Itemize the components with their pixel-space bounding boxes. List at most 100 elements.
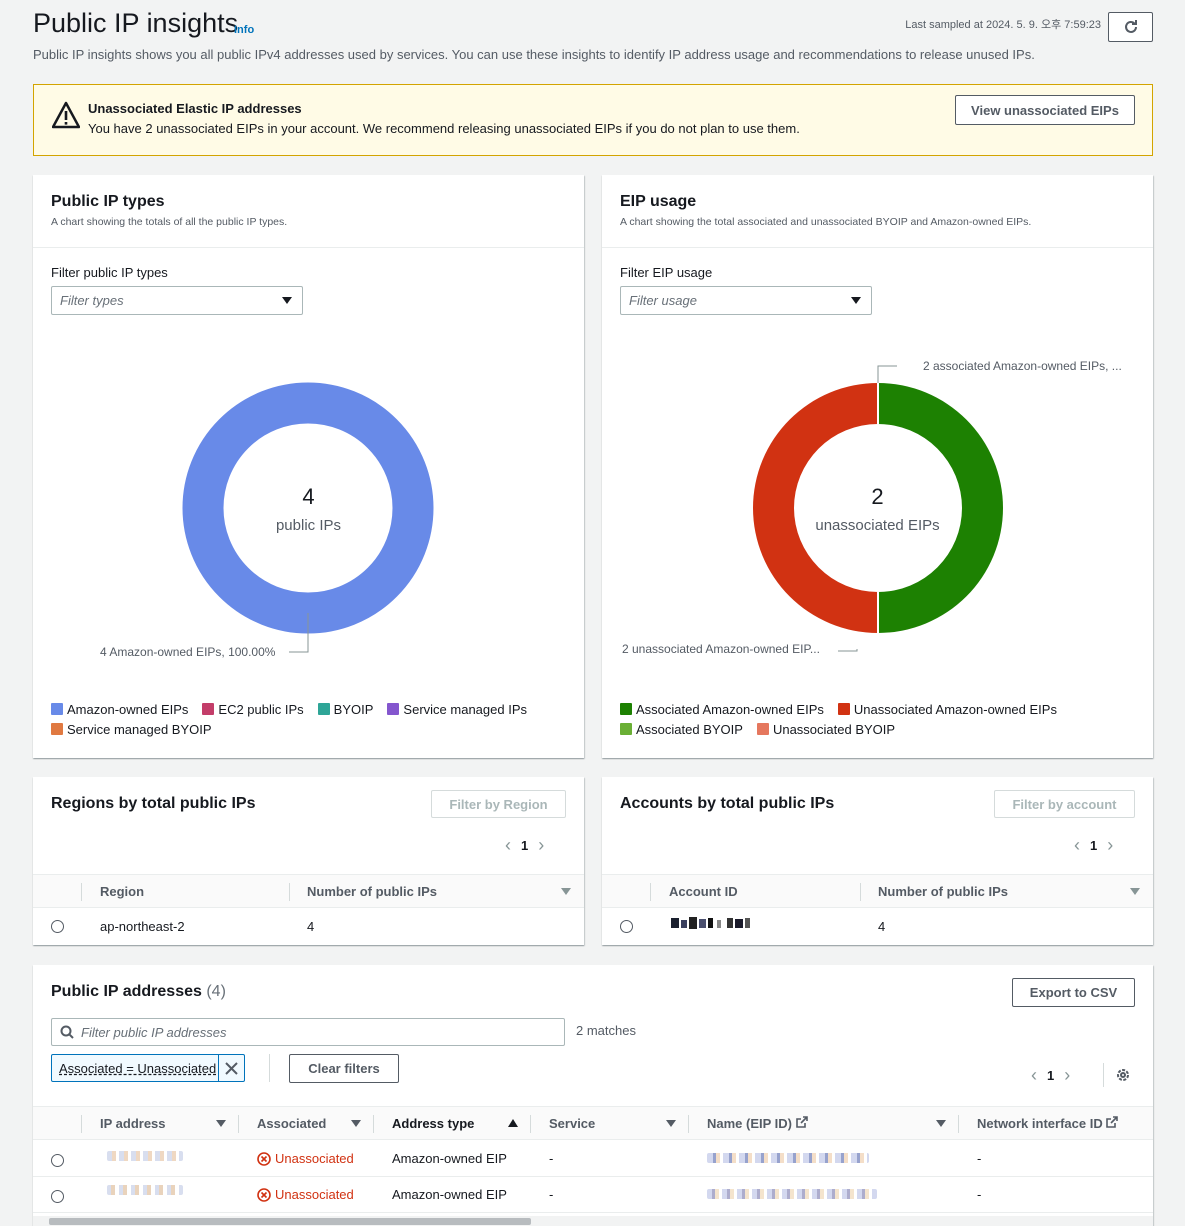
legend-swatch [387,703,400,715]
legend-item[interactable]: BYOIP [317,701,373,717]
sort-icon[interactable] [561,888,571,895]
column-header-name[interactable]: Name (EIP ID) [707,1116,808,1131]
page-number[interactable]: 1 [1047,1068,1055,1083]
column-header-account-id[interactable]: Account ID [669,884,738,899]
matches-count: 2 matches [576,1023,636,1038]
export-csv-button[interactable]: Export to CSV [1012,978,1135,1007]
legend-item[interactable]: Service managed IPs [387,701,527,717]
column-header-ip-address[interactable]: IP address [100,1116,166,1131]
accounts-table-header: Account ID Number of public IPs [602,874,1153,908]
redacted-ip-address [107,1151,183,1161]
legend-swatch [837,703,850,715]
last-sampled: Last sampled at 2024. 5. 9. 오후 7:59:23 [905,19,1101,31]
table-row[interactable]: Unassociated Amazon-owned EIP - - [33,1141,1153,1177]
sort-icon[interactable] [216,1120,226,1127]
legend-item[interactable]: Unassociated Amazon-owned EIPs [837,701,1057,717]
donut-slice-associated[interactable] [878,383,1003,633]
slice-label: 4 Amazon-owned EIPs, 100.00% [100,645,276,659]
eip-usage-legend: Associated Amazon-owned EIPs Unassociate… [620,701,1140,737]
donut-center-value: 4 [302,484,315,509]
redacted-ip-address [107,1185,183,1195]
column-header-network-interface[interactable]: Network interface ID [977,1116,1119,1131]
panel-title: Public IP types [51,193,165,210]
horizontal-scrollbar[interactable] [33,1216,1153,1226]
eip-usage-donut-chart [753,365,1003,652]
table-row[interactable]: Unassociated Amazon-owned EIP - - [33,1177,1153,1213]
search-icon [60,1025,74,1039]
sort-icon[interactable] [351,1120,361,1127]
legend-swatch [51,703,63,715]
slice-leader-line [877,365,897,383]
refresh-button[interactable] [1108,12,1153,42]
filter-label: Filter public IP types [51,265,168,280]
legend-swatch [620,703,632,715]
redacted-eip-name[interactable] [707,1153,869,1163]
row-radio[interactable] [51,1190,64,1203]
prev-page-icon[interactable]: ‹ [505,835,511,855]
next-page-icon[interactable]: › [1064,1065,1071,1085]
column-header-address-type[interactable]: Address type [392,1116,475,1131]
filter-by-region-button[interactable]: Filter by Region [431,790,566,818]
row-radio[interactable] [51,920,64,933]
row-radio[interactable] [51,1154,64,1167]
column-header-eni-label: Network interface ID [977,1116,1103,1131]
panel-subtitle: A chart showing the totals of all the pu… [51,216,288,228]
filter-token-label[interactable]: Associated = Unassociated [59,1061,217,1076]
addresses-table-header: IP address Associated Address type Servi… [33,1106,1153,1140]
column-header-associated[interactable]: Associated [257,1116,327,1131]
slice-label-top: 2 associated Amazon-owned EIPs, ... [923,359,1122,373]
filter-types-select[interactable]: Filter types [51,286,303,315]
redacted-eip-name[interactable] [707,1189,877,1199]
select-placeholder: Filter usage [629,293,697,308]
associated-cell: Unassociated [275,1151,354,1166]
addresses-pagination: ‹ 1 › [1021,1065,1080,1086]
donut-slice-unassociated[interactable] [753,383,878,633]
legend-swatch [317,703,330,715]
panel-title: Accounts by total public IPs [620,795,835,812]
filter-by-account-button[interactable]: Filter by account [994,790,1135,818]
filter-token[interactable]: Associated = Unassociated [51,1054,245,1082]
close-icon[interactable] [225,1062,238,1075]
legend-item[interactable]: Service managed BYOIP [51,721,212,737]
scrollbar-thumb[interactable] [49,1218,531,1225]
search-placeholder: Filter public IP addresses [81,1025,227,1040]
column-header-service[interactable]: Service [549,1116,596,1131]
redacted-account-id [671,917,750,929]
view-unassociated-eips-button[interactable]: View unassociated EIPs [955,95,1135,125]
legend-item[interactable]: Unassociated BYOIP [756,721,895,737]
page-number[interactable]: 1 [1090,838,1098,853]
column-header-count[interactable]: Number of public IPs [878,884,1009,899]
legend-item[interactable]: Amazon-owned EIPs [51,701,188,717]
search-input[interactable]: Filter public IP addresses [51,1018,565,1046]
sort-icon[interactable] [936,1120,946,1127]
next-page-icon[interactable]: › [1107,835,1114,855]
clear-filters-button[interactable]: Clear filters [289,1054,399,1083]
row-radio[interactable] [620,920,633,933]
prev-page-icon[interactable]: ‹ [1074,835,1080,855]
legend-item[interactable]: Associated BYOIP [620,721,743,737]
region-cell: ap-northeast-2 [100,919,185,934]
page-number[interactable]: 1 [521,838,529,853]
sort-icon[interactable] [666,1120,676,1127]
panel-subtitle: A chart showing the total associated and… [620,216,1032,228]
column-header-count[interactable]: Number of public IPs [307,884,438,899]
service-cell: - [549,1151,554,1166]
next-page-icon[interactable]: › [538,835,545,855]
prev-page-icon[interactable]: ‹ [1031,1065,1037,1085]
select-placeholder: Filter types [60,293,124,308]
legend-item[interactable]: Associated Amazon-owned EIPs [620,701,824,717]
legend-item[interactable]: EC2 public IPs [202,701,304,717]
slice-leader-line [838,649,858,652]
unassociated-eip-alert: Unassociated Elastic IP addresses You ha… [33,84,1153,156]
gear-icon[interactable] [1115,1067,1131,1083]
legend-label: EC2 public IPs [218,701,304,717]
legend-swatch [756,723,769,735]
warning-icon [52,101,80,129]
slice-label-bottom: 2 unassociated Amazon-owned EIP... [622,642,820,656]
column-header-region[interactable]: Region [100,884,145,899]
sort-icon[interactable] [1130,888,1140,895]
sort-ascending-icon[interactable] [508,1119,518,1127]
info-link[interactable]: Info [234,24,255,36]
filter-usage-select[interactable]: Filter usage [620,286,872,315]
slice-leader-line [289,613,309,653]
